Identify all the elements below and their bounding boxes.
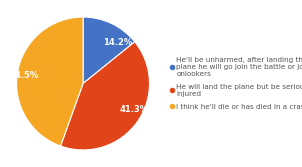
Wedge shape [60, 42, 149, 150]
Legend: He'll be unharmed, after landing the
plane he will go join the battle or join th: He'll be unharmed, after landing the pla… [170, 57, 302, 110]
Text: 41.3%: 41.3% [120, 105, 149, 114]
Text: 44.5%: 44.5% [9, 71, 39, 80]
Text: 14.2%: 14.2% [103, 38, 132, 47]
Wedge shape [83, 17, 135, 84]
Wedge shape [17, 17, 83, 146]
